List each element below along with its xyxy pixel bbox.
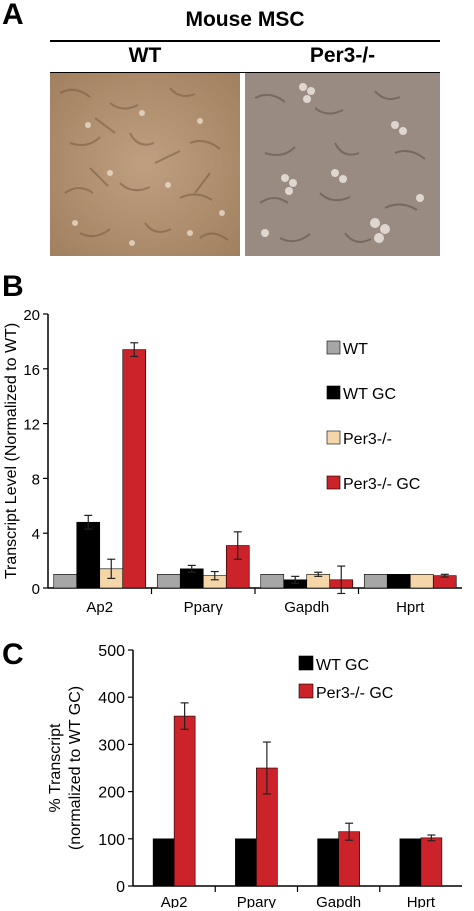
category-label: Hprt [396,599,425,616]
panel-b-letter: B [2,270,24,303]
bar-wt-gapdh [260,573,285,589]
per3-micrograph [245,73,440,256]
y-tick-label: 400 [98,690,125,707]
wt-micrograph-texture [50,73,240,256]
y-tick-label: 8 [32,471,40,488]
legend-swatch [326,430,341,445]
category-label: Pparγ [184,599,224,616]
bar-wt-ap2 [53,573,78,589]
category-label: Ap2 [161,894,188,908]
y-tick-label: 300 [98,737,125,754]
category-label: Gapdh [284,599,329,616]
category-label: Ap2 [86,599,113,616]
y-tick-label: 12 [23,417,40,434]
category-label: Gapdh [316,894,361,908]
panel-a-divider [50,40,440,42]
chart-c: 0 100 200 300 400 500 Ap2 Pparγ Gapdh Hprt WT GC Pe… [47,643,462,908]
legend-label: Per3-/- [343,431,392,448]
y-axis-label-line: (normalized to WT GC) [67,686,84,850]
y-tick-label: 200 [98,785,125,802]
y-tick-label: 100 [98,832,125,849]
panel-c-letter: C [2,638,24,671]
y-tick-label: 4 [32,526,40,543]
bar-per3-gc-hprt [420,837,443,887]
bar-per3-gc-ap2 [122,349,147,589]
legend-swatch [326,475,341,490]
bar-wt-hprt [363,573,388,589]
bar-wt-gc-ap2 [76,521,101,589]
y-axis-label: Transcript Level (Normalized to WT) [3,323,20,579]
chart-b: 0 4 8 12 16 20 Ap2 Pparγ Gapdh Hprt WT WT GC Per3-/-… [3,307,462,616]
bar-wt-gc-ap2 [152,838,175,887]
legend-swatch [298,655,314,671]
legend-swatch [298,683,314,699]
legend-swatch [326,385,341,400]
bar-wt-gc-hprt [386,573,411,589]
legend-label: Per3-/- GC [343,476,420,493]
legend-label: WT GC [343,386,396,403]
y-tick-label: 0 [32,581,40,598]
y-axis-label-line: % Transcript [47,723,64,812]
bar-wt-ppar [156,573,181,589]
category-label: Pparγ [237,894,277,908]
y-tick-label: 16 [23,362,40,379]
legend-label: WT GC [316,657,369,674]
per3-micrograph-texture [245,73,440,256]
legend-swatch [326,340,341,355]
wt-micrograph [50,73,240,256]
y-tick-label: 0 [116,879,125,896]
wt-image-label: WT [128,44,162,67]
y-tick-label: 20 [23,307,40,324]
panel-a-divider-2 [50,72,440,73]
panel-a-title: Mouse MSC [185,8,305,31]
bar-wt-gc-ppar [235,838,257,887]
panel-a-letter: A [2,0,24,31]
per3-image-label: Per3-/- [309,44,376,67]
bar-per3-gc-ap2 [173,715,196,887]
bar-per3--hprt [409,573,434,589]
legend-label: Per3-/- GC [316,685,393,702]
legend-label: WT [343,341,368,358]
bar-wt-gc-gapdh [317,838,339,887]
category-label: Hprt [407,894,436,908]
bar-wt-gc-hprt [399,838,422,887]
y-tick-label: 500 [98,643,125,660]
